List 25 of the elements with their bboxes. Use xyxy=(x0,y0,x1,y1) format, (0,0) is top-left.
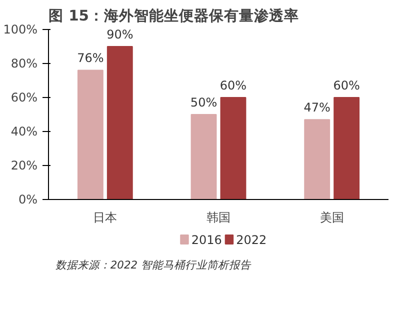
y-tick-label: 20% xyxy=(10,158,38,172)
data-label: 60% xyxy=(333,78,360,92)
bar xyxy=(304,119,330,200)
data-label: 50% xyxy=(190,95,218,110)
y-tick-label: 0% xyxy=(18,192,38,206)
bar xyxy=(220,97,246,200)
data-label: 76% xyxy=(77,51,104,66)
y-tick-label: 100% xyxy=(3,22,38,36)
source-note: 数据来源：2022 智能马桶行业简析报告 xyxy=(55,258,252,272)
data-label: 90% xyxy=(106,27,134,42)
x-tick-label: 日本 xyxy=(93,210,118,224)
legend-label: 2022 xyxy=(236,233,267,247)
bar xyxy=(334,97,360,200)
y-tick-label: 80% xyxy=(10,56,38,70)
y-tick-label: 40% xyxy=(10,124,38,138)
x-tick-label: 韩国 xyxy=(206,210,230,224)
y-tick-label: 60% xyxy=(10,90,38,104)
x-tick-label: 美国 xyxy=(320,210,344,224)
data-label: 47% xyxy=(304,100,330,114)
chart-title: 图 15：海外智能坐便器保有量渗透率 xyxy=(48,6,299,24)
legend-label: 2016 xyxy=(191,233,222,247)
data-label: 60% xyxy=(220,78,247,92)
bar xyxy=(190,114,217,200)
bar xyxy=(106,46,133,200)
bar xyxy=(77,70,104,200)
